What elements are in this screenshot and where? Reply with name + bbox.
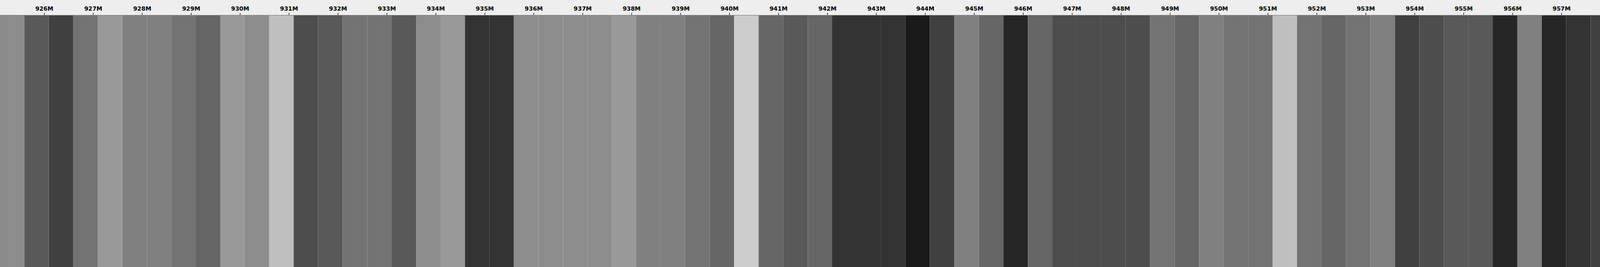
svg-text:947M: 947M xyxy=(1062,5,1082,13)
svg-text:933M: 933M xyxy=(378,5,397,13)
svg-text:928M: 928M xyxy=(133,5,152,13)
svg-text:950M: 950M xyxy=(1210,5,1229,13)
svg-text:941M: 941M xyxy=(769,5,788,13)
svg-text:927M: 927M xyxy=(84,5,103,13)
svg-text:936M: 936M xyxy=(524,5,543,13)
svg-text:942M: 942M xyxy=(818,5,837,13)
svg-text:949M: 949M xyxy=(1161,5,1180,13)
svg-text:926M: 926M xyxy=(35,5,54,13)
svg-text:951M: 951M xyxy=(1258,5,1277,13)
svg-text:955M: 955M xyxy=(1454,5,1473,13)
svg-text:956M: 956M xyxy=(1503,5,1522,13)
svg-text:939M: 939M xyxy=(671,5,690,13)
svg-text:935M: 935M xyxy=(475,5,494,13)
svg-text:944M: 944M xyxy=(916,5,935,13)
svg-text:948M: 948M xyxy=(1112,5,1131,13)
svg-text:934M: 934M xyxy=(426,5,445,13)
svg-text:954M: 954M xyxy=(1405,5,1424,13)
svg-text:929M: 929M xyxy=(181,5,200,13)
svg-text:945M: 945M xyxy=(965,5,984,13)
svg-text:930M: 930M xyxy=(230,5,250,13)
svg-text:931M: 931M xyxy=(280,5,299,13)
svg-text:946M: 946M xyxy=(1014,5,1033,13)
svg-text:938M: 938M xyxy=(622,5,641,13)
svg-text:943M: 943M xyxy=(867,5,886,13)
svg-text:957M: 957M xyxy=(1552,5,1571,13)
svg-text:953M: 953M xyxy=(1356,5,1375,13)
svg-text:952M: 952M xyxy=(1307,5,1326,13)
svg-text:937M: 937M xyxy=(573,5,592,13)
svg-text:940M: 940M xyxy=(720,5,739,13)
svg-text:932M: 932M xyxy=(329,5,348,13)
